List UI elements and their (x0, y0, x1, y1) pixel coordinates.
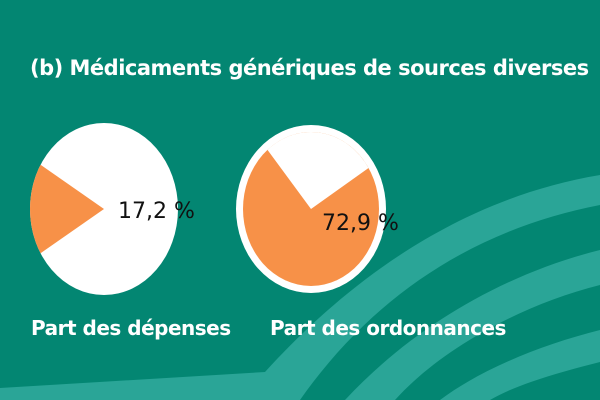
pie-data-label: 72,9 % (322, 211, 399, 236)
chart-title: (b) Médicaments génériques de sources di… (30, 56, 589, 80)
pie-data-label: 17,2 % (118, 199, 195, 224)
pie-slice-autres (267, 132, 369, 209)
pie-label-ordonnances: Part des ordonnances (270, 316, 506, 340)
pie-label-depenses: Part des dépenses (31, 316, 231, 340)
pie-slice-generiques (29, 164, 104, 254)
